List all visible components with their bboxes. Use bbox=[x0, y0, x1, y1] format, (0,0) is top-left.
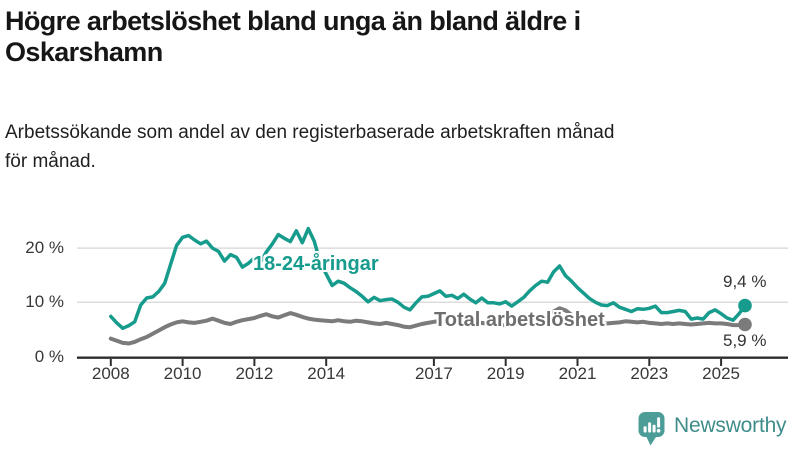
x-axis-tick-label-2017: 2017 bbox=[414, 364, 453, 383]
newsworthy-brand-text: Newsworthy bbox=[674, 414, 787, 437]
series-line-young bbox=[109, 226, 747, 331]
series-label-young: 18-24-åringar bbox=[253, 253, 379, 275]
x-axis-tick-label-2010: 2010 bbox=[163, 364, 202, 383]
y-axis-tick-label: 0 % bbox=[34, 346, 64, 366]
logo-bar-1 bbox=[643, 426, 647, 433]
x-axis-tick-label-2019: 2019 bbox=[486, 364, 525, 383]
series-dot-young bbox=[738, 298, 752, 313]
x-axis-tick-label-2012: 2012 bbox=[235, 364, 274, 383]
page-title-line2: Oskarshamn bbox=[5, 37, 163, 67]
page-subtitle: Arbetssökande som andel av den registerb… bbox=[5, 118, 614, 176]
y-axis-tick-label: 10 % bbox=[25, 292, 64, 312]
page-title-line1: Högre arbetslöshet bland unga än bland ä… bbox=[5, 6, 581, 36]
end-value-label-total: 5,9 % bbox=[723, 331, 767, 350]
page-subtitle-line2: för månad. bbox=[5, 151, 96, 172]
logo-exclamation-bar bbox=[657, 417, 661, 428]
logo-bar-2 bbox=[648, 422, 652, 433]
y-axis-tick-label: 20 % bbox=[25, 238, 64, 258]
x-axis-tick-label-2023: 2023 bbox=[630, 364, 669, 383]
logo-bubble-shape bbox=[638, 412, 665, 446]
series-line-total bbox=[108, 306, 747, 346]
x-axis-tick-label-2014: 2014 bbox=[307, 364, 346, 383]
x-axis-tick-label-2021: 2021 bbox=[558, 364, 597, 383]
newsworthy-logo-icon bbox=[638, 412, 665, 446]
x-axis-tick-label-2008: 2008 bbox=[91, 364, 130, 383]
page-title: Högre arbetslöshet bland unga än bland ä… bbox=[5, 6, 581, 68]
page-subtitle-line1: Arbetssökande som andel av den registerb… bbox=[5, 122, 615, 143]
x-axis-tick-label-2025: 2025 bbox=[702, 364, 740, 383]
logo-exclamation-dot bbox=[656, 428, 661, 433]
newsworthy-logo[interactable]: Newsworthy bbox=[638, 411, 798, 447]
end-value-label-young: 9,4 % bbox=[723, 272, 767, 291]
series-dot-total bbox=[738, 317, 752, 332]
series-label-total: Total arbetslöshet bbox=[434, 309, 605, 331]
logo-bar-3 bbox=[652, 424, 656, 433]
